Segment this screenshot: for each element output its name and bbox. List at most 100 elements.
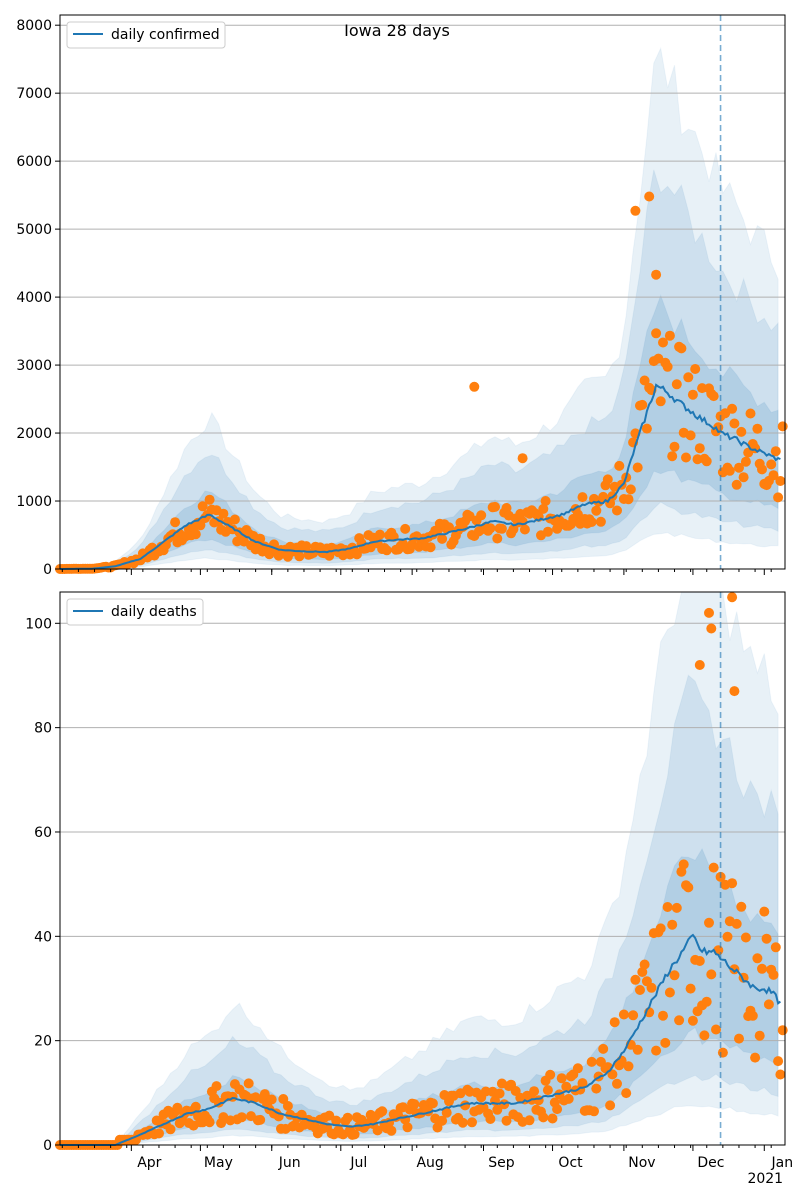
observed-point	[708, 862, 719, 873]
observed-point	[381, 545, 392, 556]
observed-point	[722, 931, 733, 942]
x-tick-label: Nov	[628, 1155, 655, 1171]
deaths-axes-frame	[59, 591, 786, 1146]
observed-point	[694, 956, 705, 966]
observed-point	[660, 1037, 671, 1048]
observed-point	[740, 456, 751, 467]
observed-point	[655, 923, 666, 934]
observed-point	[734, 1033, 744, 1044]
observed-point	[646, 982, 657, 993]
observed-point	[342, 1112, 353, 1123]
observed-point	[538, 1112, 549, 1123]
observed-point	[727, 878, 738, 889]
observed-point	[727, 403, 738, 414]
observed-point	[519, 524, 530, 535]
observed-point	[766, 459, 777, 470]
observed-point	[637, 399, 648, 410]
observed-point	[678, 859, 689, 870]
observed-point	[427, 1098, 438, 1109]
observed-point	[704, 917, 714, 928]
observed-point	[731, 918, 742, 929]
confirmed-panel: 0 1000 2000 3000 4000 5000 6000 7000 8000 Iowa 2…	[16, 14, 788, 578]
confirmed-y-axis: 0 1000 2000 3000 4000 5000 6000 7000 8000	[16, 18, 60, 578]
observed-point	[770, 942, 781, 953]
x-tick-label: Aug	[416, 1155, 443, 1171]
legend-label: daily deaths	[111, 604, 197, 620]
observed-point	[294, 551, 305, 562]
observed-point	[561, 1081, 572, 1092]
observed-point	[632, 1044, 643, 1055]
legend-label: daily confirmed	[111, 27, 220, 43]
y-tick-label: 0	[43, 562, 52, 578]
legend-box	[66, 21, 226, 49]
observed-point	[542, 526, 553, 537]
y-tick-label: 6000	[16, 154, 52, 170]
observed-point	[775, 1069, 786, 1080]
observed-point	[777, 421, 788, 432]
observed-point	[752, 953, 763, 964]
observed-point	[671, 379, 682, 390]
observed-point	[437, 533, 448, 544]
observed-point	[524, 1115, 535, 1126]
observed-point	[425, 542, 436, 553]
observed-point	[671, 902, 682, 913]
observed-point	[229, 514, 240, 525]
x-tick-label: Sep	[488, 1155, 515, 1171]
observed-point	[773, 1056, 784, 1067]
observed-point	[243, 1078, 254, 1089]
observed-point	[770, 446, 781, 457]
observed-point	[621, 1088, 632, 1099]
observed-point	[572, 1063, 583, 1074]
observed-point	[694, 443, 705, 454]
observed-point	[501, 1115, 512, 1126]
observed-point	[374, 529, 385, 540]
observed-point	[681, 452, 691, 463]
observed-point	[607, 1069, 618, 1080]
observed-point	[190, 529, 201, 540]
observed-point	[694, 660, 705, 670]
observed-point	[759, 906, 770, 917]
observed-point	[301, 541, 312, 552]
y-tick-label: 7000	[16, 86, 52, 102]
y-tick-label: 4000	[16, 290, 52, 306]
observed-point	[664, 987, 675, 998]
observed-point	[628, 1010, 639, 1021]
observed-point	[517, 453, 528, 464]
observed-point	[685, 430, 696, 441]
observed-point	[658, 1010, 668, 1021]
observed-point	[331, 1115, 342, 1126]
observed-point	[752, 423, 763, 434]
observed-point	[591, 1083, 602, 1094]
observed-point	[437, 1115, 448, 1126]
observed-point	[282, 1101, 293, 1111]
observed-point	[538, 503, 549, 514]
observed-point	[651, 269, 662, 280]
deaths-panel: 0 20 40 60 80 100 Apr May Jun Jul Aug Sep Oct Nov Dec…	[25, 591, 793, 1187]
observed-point	[736, 901, 747, 912]
observed-point	[195, 520, 206, 531]
observed-point	[598, 1043, 609, 1054]
observed-point	[669, 441, 680, 452]
observed-point	[662, 902, 673, 912]
x-tick-label: Apr	[137, 1155, 161, 1171]
observed-point	[706, 969, 717, 980]
deaths-legend: daily deaths	[66, 598, 204, 626]
observed-point	[740, 932, 751, 943]
deaths-x-axis: Apr May Jun Jul Aug Sep Oct Nov Dec Jan	[61, 1145, 793, 1171]
observed-point	[172, 1102, 183, 1113]
x-tick-label: May	[204, 1155, 233, 1171]
observed-point	[625, 484, 636, 495]
observed-point	[204, 494, 215, 505]
observed-point	[402, 1122, 413, 1133]
observed-point	[655, 396, 666, 407]
uncertainty-band	[59, 46, 779, 570]
observed-point	[768, 969, 779, 980]
observed-point	[757, 963, 767, 974]
observed-point	[729, 418, 740, 429]
observed-point	[612, 1078, 622, 1089]
observed-point	[349, 1129, 360, 1140]
chart-title: Iowa 28 days	[344, 21, 450, 40]
observed-point	[706, 623, 717, 634]
observed-point	[644, 191, 655, 202]
observed-point	[386, 1125, 397, 1136]
